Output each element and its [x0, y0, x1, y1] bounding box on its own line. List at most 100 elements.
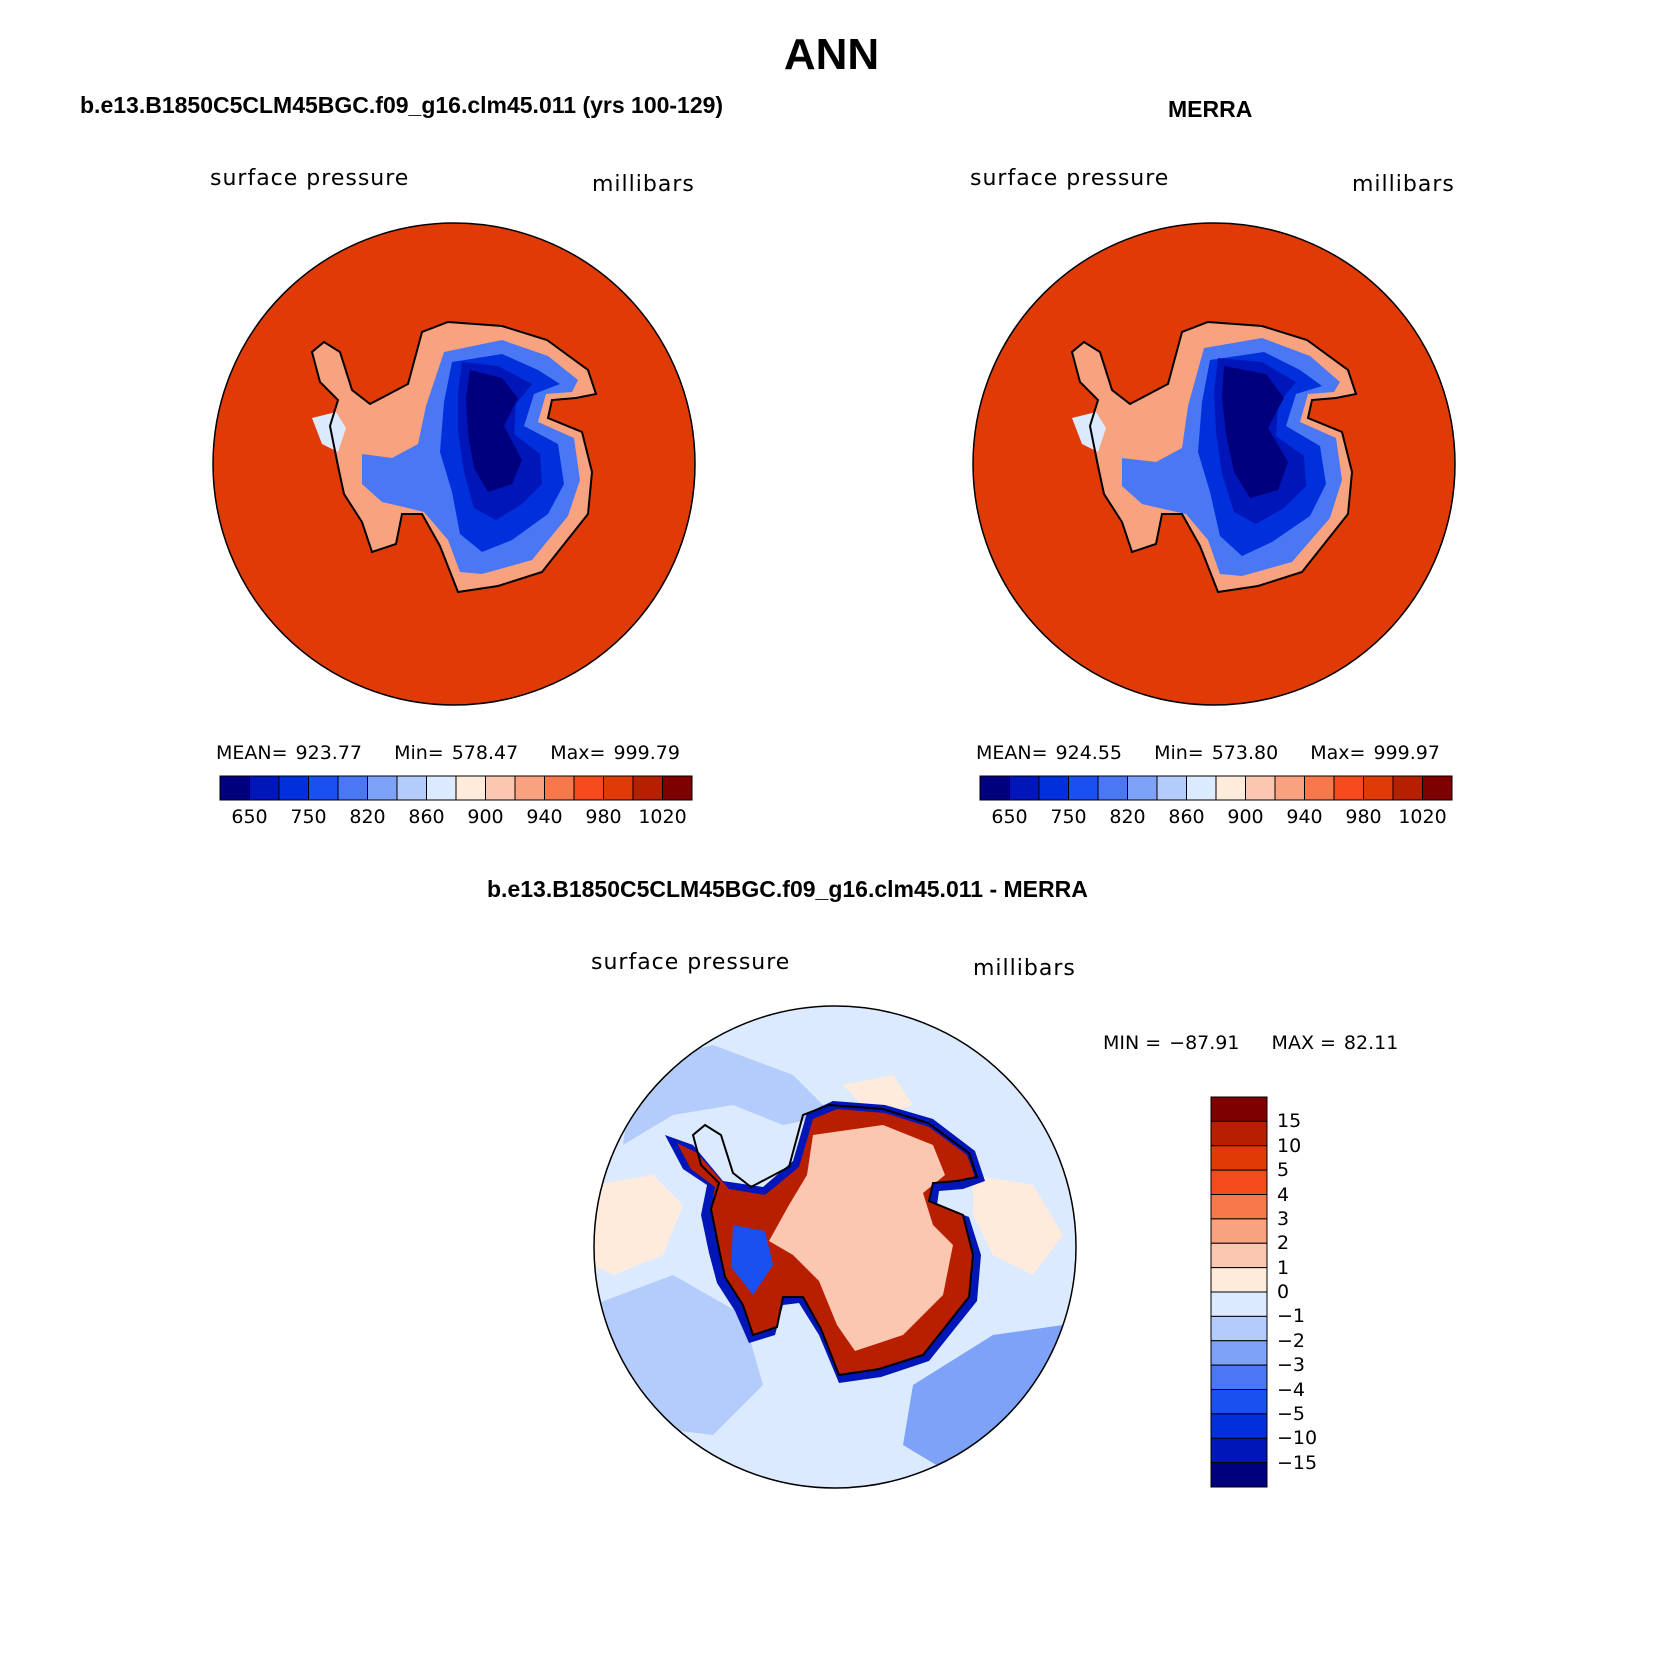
panel2-colorbar [979, 775, 1453, 801]
colorbar-swatch [1156, 775, 1187, 801]
colorbar-tick-label: 0 [1277, 1281, 1290, 1303]
colorbar-tick-label: −10 [1277, 1427, 1318, 1450]
colorbar-swatch [1392, 775, 1423, 801]
panel1-map-border [212, 222, 696, 706]
panel3-coastline [691, 1103, 979, 1377]
panel1-peninsula-light [312, 412, 346, 452]
panel2-variable: surface pressure [970, 166, 1170, 191]
colorbar-swatch [426, 775, 457, 801]
colorbar-swatch [603, 775, 634, 801]
panel3-units: millibars [973, 956, 1076, 981]
colorbar-swatch [1038, 775, 1069, 801]
colorbar-swatch [1333, 775, 1364, 801]
figure-title: ANN [783, 30, 880, 79]
colorbar-swatch [662, 775, 693, 801]
colorbar-swatch [337, 775, 368, 801]
colorbar-tick-label: 3 [1277, 1207, 1290, 1230]
panel3-interior-anomaly [769, 1125, 953, 1351]
colorbar-tick-label: −2 [1277, 1329, 1306, 1352]
panel1-max-value: 999.79 [613, 742, 680, 764]
panel1-title: b.e13.B1850C5CLM45BGC.f09_g16.clm45.011 … [80, 92, 724, 118]
panel2-map-border [972, 222, 1456, 706]
panel2-ice-dome [1222, 366, 1288, 498]
panel2-peninsula-light [1072, 412, 1106, 452]
panel1-max-label: Max= [550, 742, 606, 764]
panel2-max-value: 999.97 [1373, 742, 1440, 764]
colorbar-tick-label: 650 [991, 806, 1028, 828]
panel2-colorbar-ticks: 650 750 820 860 900 940 980 1020 [980, 806, 1452, 830]
colorbar-tick-label: 980 [1345, 806, 1382, 828]
panel3-anomaly-neg-a [623, 1045, 833, 1145]
panel3-max-value: 82.11 [1343, 1032, 1399, 1054]
colorbar-swatch [1210, 1120, 1268, 1147]
colorbar-swatch [396, 775, 427, 801]
colorbar-swatch [1210, 1340, 1268, 1366]
colorbar-swatch [1009, 775, 1040, 801]
panel3-colorbar-ticks: 15 10 5 4 3 2 1 0 −1 −2 −3 −4 −5 −10 −15 [1277, 1097, 1357, 1487]
panel2-coastline [1070, 320, 1358, 594]
panel3-peninsula-anomaly [731, 1225, 773, 1295]
panel3-min-value: −87.91 [1169, 1032, 1240, 1054]
colorbar-swatch [1210, 1242, 1268, 1269]
colorbar-swatch [1186, 775, 1217, 801]
colorbar-swatch [308, 775, 339, 801]
colorbar-tick-label: 940 [1286, 806, 1323, 828]
diff-title: b.e13.B1850C5CLM45BGC.f09_g16.clm45.011 … [487, 876, 1088, 902]
colorbar-swatch [1210, 1291, 1268, 1317]
colorbar-tick-label: −5 [1277, 1402, 1306, 1425]
panel3-colorbar [1210, 1096, 1268, 1488]
colorbar-swatch [1274, 775, 1305, 801]
panel2-mean-label: MEAN= [976, 742, 1048, 764]
colorbar-tick-label: −15 [1277, 1451, 1318, 1474]
colorbar-tick-label: 820 [349, 806, 386, 828]
panel1-colorbar [219, 775, 693, 801]
panel3-variable: surface pressure [591, 950, 791, 975]
panel2-min-label: Min= [1154, 742, 1204, 764]
panel2-max-label: Max= [1310, 742, 1366, 764]
colorbar-swatch [1215, 775, 1246, 801]
panel2-map [972, 222, 1456, 706]
panel2-mean-value: 924.55 [1055, 742, 1123, 764]
colorbar-swatch [1210, 1413, 1268, 1439]
colorbar-tick-label: 2 [1277, 1232, 1290, 1255]
panel3-anomaly-pos-a [594, 1175, 683, 1275]
panel3-anomaly-pos-c [843, 1075, 913, 1117]
panel1-min-label: Min= [394, 742, 444, 764]
colorbar-tick-label: 1020 [638, 806, 687, 828]
colorbar-tick-label: 750 [290, 806, 327, 828]
panel1-mean-label: MEAN= [216, 742, 288, 764]
colorbar-swatch [1210, 1462, 1268, 1488]
panel2-stats: MEAN= 924.55 Min= 573.80 Max= 999.97 [976, 742, 1466, 764]
panel1-stats: MEAN= 923.77 Min= 578.47 Max= 999.79 [216, 742, 706, 764]
colorbar-swatch [1210, 1364, 1268, 1390]
colorbar-tick-label: 820 [1109, 806, 1146, 828]
colorbar-swatch [1210, 1267, 1268, 1293]
colorbar-tick-label: 900 [1227, 806, 1264, 828]
colorbar-swatch [1210, 1169, 1268, 1195]
colorbar-swatch [1210, 1096, 1268, 1122]
panel1-map [212, 222, 696, 706]
colorbar-tick-label: 650 [231, 806, 268, 828]
colorbar-swatch [1097, 775, 1128, 801]
colorbar-swatch [514, 775, 545, 801]
panel3-map-border [593, 1005, 1077, 1489]
colorbar-tick-label: 750 [1050, 806, 1087, 828]
colorbar-tick-label: 980 [585, 806, 622, 828]
panel1-min-value: 578.47 [451, 742, 519, 764]
colorbar-swatch [367, 775, 398, 801]
colorbar-swatch [455, 775, 486, 801]
panel2-title: MERRA [1168, 96, 1253, 122]
panel1-mean-value: 923.77 [295, 742, 363, 764]
colorbar-swatch [1210, 1437, 1268, 1464]
colorbar-swatch [1363, 775, 1394, 801]
colorbar-swatch [1127, 775, 1158, 801]
colorbar-swatch [249, 775, 280, 801]
panel1-units: millibars [592, 172, 695, 197]
colorbar-tick-label: 900 [467, 806, 504, 828]
colorbar-swatch [573, 775, 604, 801]
colorbar-tick-label: 10 [1277, 1134, 1302, 1157]
panel3-stats: MIN = −87.91 MAX = 82.11 [1103, 1032, 1424, 1054]
colorbar-swatch [1210, 1315, 1268, 1342]
colorbar-tick-label: 860 [408, 806, 445, 828]
colorbar-swatch [1210, 1145, 1268, 1171]
